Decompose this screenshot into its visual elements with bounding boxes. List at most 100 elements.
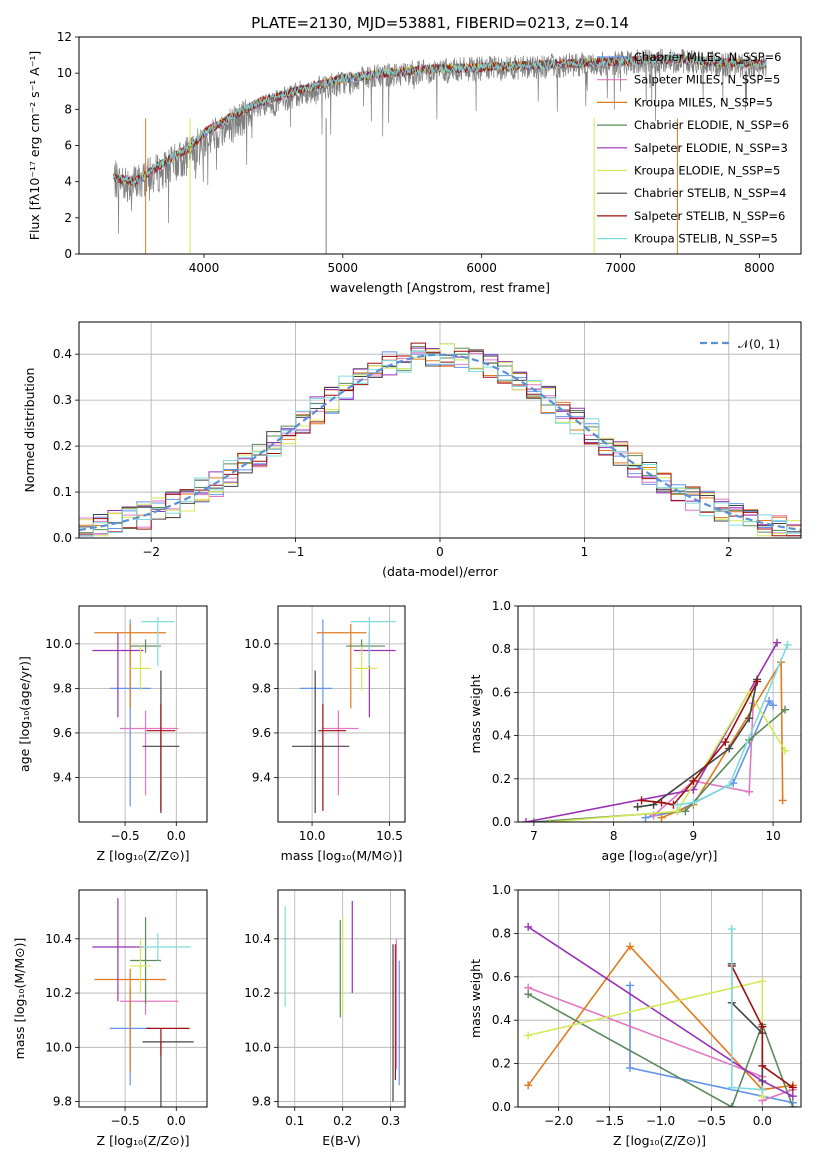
legend-entry: Salpeter STELIB, N_SSP=6 <box>634 209 785 223</box>
y-axis-label: Flux [fλ10⁻¹⁷ erg cm⁻² s⁻¹ A⁻¹] <box>27 51 42 240</box>
y-tick-label: 0.2 <box>53 439 72 453</box>
x-axis-label: (data-model)/error <box>382 564 499 579</box>
axes-frame-age_vs_Z <box>78 605 208 823</box>
series-point <box>727 1083 736 1092</box>
series-point <box>778 796 787 805</box>
series-point <box>521 818 530 822</box>
y-tick-label: 10.4 <box>45 932 72 946</box>
axes-frame-residuals <box>78 321 802 539</box>
y-tick-label: 1.0 <box>492 883 511 897</box>
y-axis-label: mass weight <box>468 959 483 1038</box>
series-point <box>788 1092 797 1101</box>
y-tick-label: 0 <box>64 247 72 261</box>
y-tick-label: 10.0 <box>244 637 271 651</box>
x-axis-label: wavelength [Angstrom, rest frame] <box>330 280 550 295</box>
y-tick-label: 10.4 <box>244 932 271 946</box>
series-point <box>524 990 533 999</box>
x-tick-label: 0.0 <box>753 1114 772 1128</box>
y-tick-label: 0.0 <box>53 531 72 545</box>
x-tick-label: 0.0 <box>167 1114 186 1128</box>
series-point <box>769 701 778 710</box>
x-tick-label: 6000 <box>466 261 497 275</box>
histogram-group <box>79 342 801 538</box>
series-point <box>725 781 734 790</box>
series-point <box>625 981 634 990</box>
y-tick-label: 0.8 <box>492 642 511 656</box>
x-axis-label: age [log₁₀(age/yr)] <box>602 848 718 863</box>
y-tick-label: 0.4 <box>492 1013 511 1027</box>
series-point <box>745 787 754 796</box>
series-point <box>721 738 730 747</box>
series-line <box>533 709 786 822</box>
x-tick-label: 0.3 <box>381 1114 400 1128</box>
y-tick-label: 0.0 <box>492 1100 511 1114</box>
y-axis-label: mass weight <box>468 674 483 753</box>
y-axis-label: age [log₁₀(age/yr)] <box>17 656 32 772</box>
x-axis-label: mass [log₁₀(M/M⊙)] <box>281 848 403 863</box>
y-tick-label: 0.4 <box>53 347 72 361</box>
series-point <box>758 1085 767 1094</box>
y-tick-label: 0.6 <box>492 970 511 984</box>
x-tick-label: 0.2 <box>333 1114 352 1128</box>
y-tick-label: 10.0 <box>45 637 72 651</box>
axes-frame-mass_weight_vs_Z <box>517 889 802 1108</box>
series-point <box>758 1022 767 1031</box>
series-point <box>783 640 792 649</box>
legend-entry: Salpeter MILES, N_SSP=5 <box>634 73 780 87</box>
series-point <box>529 818 538 822</box>
x-axis-label: Z [log₁₀(Z/Z⊙)] <box>97 848 190 863</box>
series-line <box>652 703 754 817</box>
y-tick-label: 10.2 <box>244 986 271 1000</box>
series-point <box>745 714 754 723</box>
series-point <box>633 802 642 811</box>
x-tick-label: 7000 <box>605 261 636 275</box>
x-tick-label: 9 <box>690 829 698 843</box>
x-tick-label: −0.5 <box>111 829 140 843</box>
y-axis-label: mass [log₁₀(M/M⊙)] <box>12 938 27 1060</box>
y-tick-label: 10.0 <box>244 1040 271 1054</box>
series-point <box>673 800 682 809</box>
y-tick-label: 9.6 <box>53 726 72 740</box>
y-tick-label: 0.2 <box>492 772 511 786</box>
spectrum-title: PLATE=2130, MJD=53881, FIBERID=0213, z=0… <box>251 14 629 32</box>
line-series-group <box>521 638 792 822</box>
x-tick-label: 0.0 <box>167 829 186 843</box>
series-point <box>545 818 554 822</box>
legend-entry: Salpeter ELODIE, N_SSP=3 <box>634 141 788 155</box>
x-axis-label: Z [log₁₀(Z/Z⊙)] <box>613 1133 706 1148</box>
x-tick-label: −0.5 <box>697 1114 726 1128</box>
series-point <box>637 796 646 805</box>
axes-mass_vs_EBV: 0.1 0.2 0.3 9.8 10.0 10.2 10.4 E(B-V) <box>244 890 405 1148</box>
legend-entry: Chabrier MILES, N_SSP=6 <box>634 50 781 64</box>
histogram-step <box>79 350 801 538</box>
series-point <box>758 977 767 986</box>
series-line <box>549 690 786 822</box>
x-tick-label: −1.0 <box>646 1114 675 1128</box>
series-point <box>524 1031 533 1040</box>
series-point <box>781 746 790 755</box>
series-point <box>641 813 650 822</box>
axes-frame-age_vs_mass <box>277 605 406 823</box>
series-point <box>727 1103 736 1107</box>
x-tick-label: −2 <box>142 545 160 559</box>
x-tick-label: −2.0 <box>544 1114 573 1128</box>
axes-age_vs_mass: 10.0 10.5 9.4 9.6 9.8 10.0 mass [log₁₀(M/M⊙)] <box>244 606 405 863</box>
spectrum-series-group <box>113 48 767 254</box>
x-tick-label: 0 <box>436 545 444 559</box>
y-tick-label: 9.8 <box>53 1095 72 1109</box>
axes-age_vs_Z: −0.5 0.0 9.4 9.6 9.8 10.0 Z [log₁₀(Z/Z⊙)] age [… <box>17 606 207 863</box>
series-point <box>689 776 698 785</box>
model-spectrum-line <box>113 53 767 186</box>
y-tick-label: 10.2 <box>45 986 72 1000</box>
axes-mass_weight_vs_age: 7 8 9 10 0.0 0.2 0.4 0.6 0.8 1.0 age [log₁₀(age/yr… <box>468 599 801 863</box>
x-tick-label: 8 <box>610 829 618 843</box>
y-tick-label: 8 <box>64 102 72 116</box>
series-point <box>781 705 790 714</box>
x-tick-label: 10 <box>765 829 780 843</box>
series-point <box>657 813 666 822</box>
x-tick-label: 1 <box>581 545 589 559</box>
axes-frame-mass_vs_Z <box>78 889 208 1108</box>
series-line <box>527 945 794 1091</box>
series-point <box>524 1081 533 1090</box>
y-tick-label: 0.8 <box>492 926 511 940</box>
